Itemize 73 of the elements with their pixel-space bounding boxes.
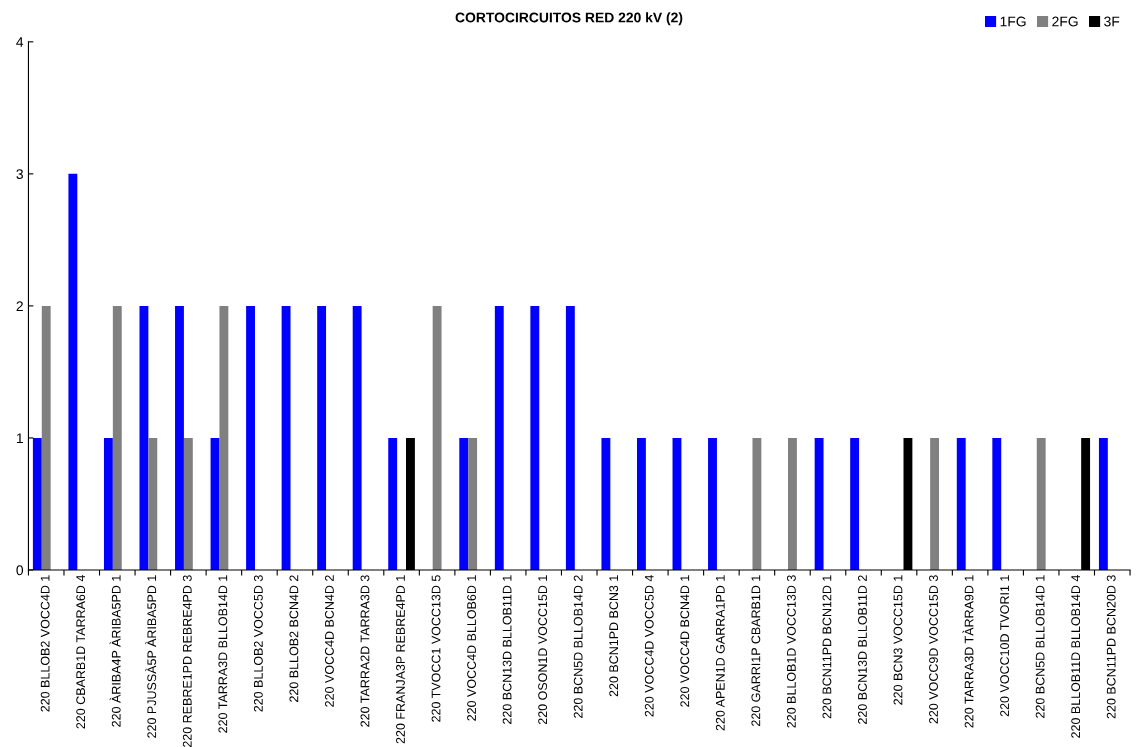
x-tick-label: 220 BLLOB1D VOCC13D 3 [786,575,796,728]
bar [112,305,122,570]
y-tick-label: 0 [16,565,24,576]
bar [68,173,78,570]
bar [432,305,442,570]
y-tick-label: 3 [16,169,23,180]
bar [219,305,229,570]
x-tick-label: 220 REBRE1PD REBRE4PD 3 [182,575,192,747]
x-tick-label: 220 TVOCC1 VOCC13D 5 [431,575,441,722]
x-tick-label: 220 OSON1D VOCC15D 1 [538,575,548,725]
x-tick-label: 220 TARRA2D TARRA3D 3 [360,575,370,727]
bar [32,437,42,570]
x-tick-label: 220 BLLOB2 VOCC4D 1 [40,575,50,712]
chart-title: CORTOCIRCUITOS RED 220 kV (2) [455,12,683,26]
x-tick-label: 220 VOCC4D BCN4D 1 [680,575,690,707]
x-tick-label: 220 FRANJA3P REBRE4PD 1 [396,575,405,744]
bar [352,305,362,570]
x-tick-label: 220 TARRA3D BLLOB14D 1 [218,575,228,733]
bar [752,437,762,570]
bar [148,437,158,570]
x-tick-label: 220 BCN1PD BCN3 1 [609,575,619,697]
legend-label: 3F [1104,16,1120,27]
bar [636,437,646,570]
x-tick-label: 220 BCN3 VOCC15D 1 [893,575,903,705]
bar [530,305,540,570]
x-tick-label: 220 BCN5D BLLOB14D 1 [1035,575,1045,718]
bar [814,437,824,570]
bar [956,437,966,570]
bar [103,437,113,570]
bar [1098,437,1108,570]
bar [788,437,797,570]
bar [850,437,860,570]
x-tick-label: 220 VOCC4D BLLOB6D 1 [467,575,476,721]
x-tick-label: 220 VOCC9D VOCC15D 3 [929,575,938,724]
bar [494,305,504,570]
x-tick-label: 220 VOCC10D TVORI1 1 [1000,575,1010,717]
bar [388,437,398,570]
x-tick-label: 220 BLLOB11D BLLOB14D 4 [1071,575,1081,738]
x-tick-label: 220 TARRA3D TÀRRA9D 1 [962,575,974,728]
bar [565,305,575,570]
bar [41,305,51,570]
bar [281,305,291,570]
bar [175,305,184,570]
x-tick-label: 220 APEN1D GARRA1PD 1 [715,575,725,731]
x-tick-label: 220 BCN13D BLLOB11D 2 [858,575,867,724]
x-tick-label: 220 BCN5D BLLOB14D 2 [573,575,583,718]
bar [601,437,611,570]
x-tick-label: 220 VOCC4D VOCC5D 4 [644,575,654,717]
x-tick-label: 220 BLLOB2 BCN4D 2 [289,575,299,702]
x-tick-label: 220 CBARB1D TARRA6D 4 [76,575,86,729]
x-tick-label: 220 BCN11PD BCN20D 3 [1106,575,1116,719]
bar [246,305,255,570]
y-tick-label: 1 [16,433,23,443]
x-tick-label: 220 BCN11PD BCN12D 1 [822,575,832,719]
x-tick-label: 220 VOCC4D BCN4D 2 [325,575,334,707]
bar [992,437,1002,570]
x-tick-label: 220 BCN13D BLLOB11D 1 [502,575,512,724]
bar [459,437,469,570]
x-tick-label: 220 PJUSSÀ5P ÀRIBA5PD 1 [145,575,157,738]
x-tick-label: 220 ÀRIBA4P ÀRIBA5PD 1 [109,575,121,727]
x-tick-label: 220 GARRI1P CBARB1D 1 [751,575,761,726]
x-tick-label: 220 BLLOB2 VOCC5D 3 [253,575,263,712]
bar [708,437,717,570]
bar [930,437,940,570]
legend-label: 1FG [1000,16,1026,27]
y-tick-label: 2 [16,301,23,311]
bar [139,305,149,570]
y-tick-label: 4 [16,37,24,47]
legend-label: 2FG [1052,16,1078,27]
bar [468,437,478,570]
bar [317,305,327,570]
bar [183,437,193,570]
bar [1036,437,1046,570]
